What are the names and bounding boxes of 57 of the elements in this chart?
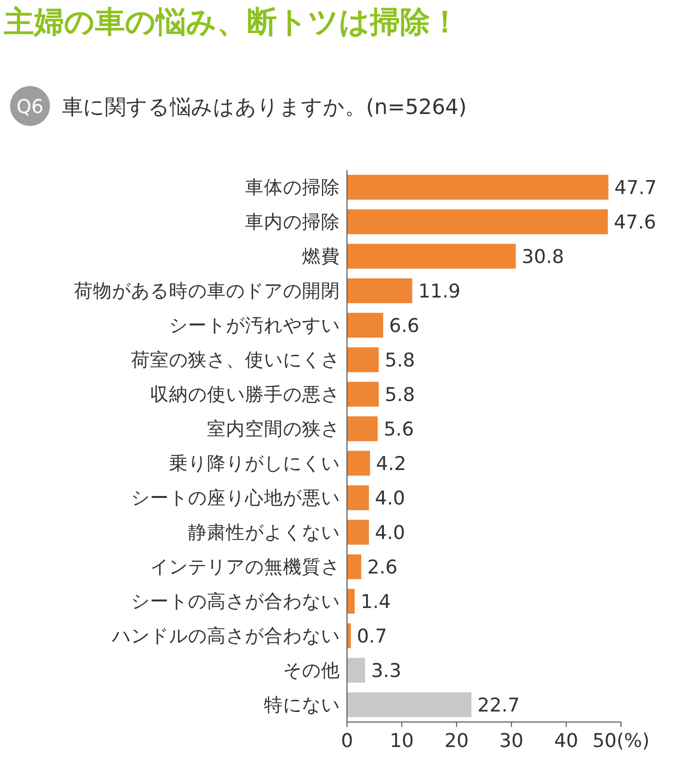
- y-tick-label: 車内の掃除: [245, 212, 340, 234]
- chart-title: 主婦の車の悩み、断トツは掃除！: [3, 5, 460, 40]
- data-label: 4.2: [376, 452, 406, 475]
- data-label: 5.6: [384, 418, 414, 440]
- bar: [347, 588, 355, 614]
- bar: [347, 209, 608, 234]
- bar: [347, 692, 472, 718]
- x-tick-label: 30: [499, 730, 524, 752]
- y-tick-label: 乗り降りがしにくい: [169, 454, 340, 475]
- data-label: 11.9: [418, 280, 461, 302]
- y-tick-label: 車体の掃除: [245, 178, 340, 199]
- data-label: 30.8: [522, 246, 564, 268]
- x-tick-label: 0: [340, 730, 354, 752]
- text: Q6: [16, 96, 44, 118]
- y-tick-label: 静粛性がよくない: [188, 522, 340, 544]
- y-tick-label: インテリアの無機質さ: [150, 557, 340, 578]
- bar: [347, 174, 608, 200]
- data-label: 47.7: [614, 176, 657, 199]
- y-tick-label: 燃費: [302, 246, 340, 268]
- bar: [347, 278, 412, 304]
- y-tick-label: シートの高さが合わない: [131, 590, 340, 613]
- y-tick-label: 特にない: [264, 695, 340, 716]
- y-tick-label: 荷物がある時の車のドアの開閉: [74, 281, 340, 302]
- y-tick-label: ハンドルの高さが合わない: [111, 625, 340, 648]
- bar: [347, 347, 379, 372]
- y-tick-label: 室内空間の狭さ: [207, 418, 340, 440]
- data-label: 0.7: [356, 625, 388, 648]
- y-tick-label: シートが汚れやすい: [169, 316, 340, 337]
- data-label: 2.6: [367, 556, 398, 578]
- data-label: 6.6: [389, 314, 420, 337]
- bar: [347, 520, 369, 545]
- x-tick-label: 40: [554, 730, 578, 752]
- bar: [347, 554, 362, 580]
- bar: [347, 485, 369, 510]
- data-label: 1.4: [360, 590, 391, 613]
- chart-subtitle: 車に関する悩みはありますか。(n=5264): [62, 95, 467, 119]
- y-tick-label: その他: [283, 660, 340, 682]
- bar: [347, 382, 379, 407]
- data-label: 47.6: [614, 211, 656, 234]
- data-label: 5.8: [384, 384, 416, 406]
- data-label: 22.7: [477, 694, 520, 716]
- x-tick-label: 20: [444, 730, 469, 752]
- bar: [347, 658, 366, 683]
- bar: [347, 450, 370, 476]
- data-label: 3.3: [371, 660, 402, 682]
- data-label: 4.0: [374, 487, 406, 510]
- y-tick-label: 収納の使い勝手の悪さ: [150, 384, 340, 406]
- bar: [347, 416, 378, 442]
- x-tick-label: 50(%): [592, 730, 650, 752]
- bar: [347, 312, 384, 338]
- y-tick-label: 荷室の狭さ、使いにくさ: [131, 349, 340, 372]
- x-tick-label: 10: [390, 730, 414, 752]
- data-label: 4.0: [374, 522, 406, 544]
- bar: [347, 244, 516, 269]
- bar: [347, 623, 351, 648]
- data-label: 5.8: [384, 349, 416, 372]
- y-tick-label: シートの座り心地が悪い: [131, 487, 340, 510]
